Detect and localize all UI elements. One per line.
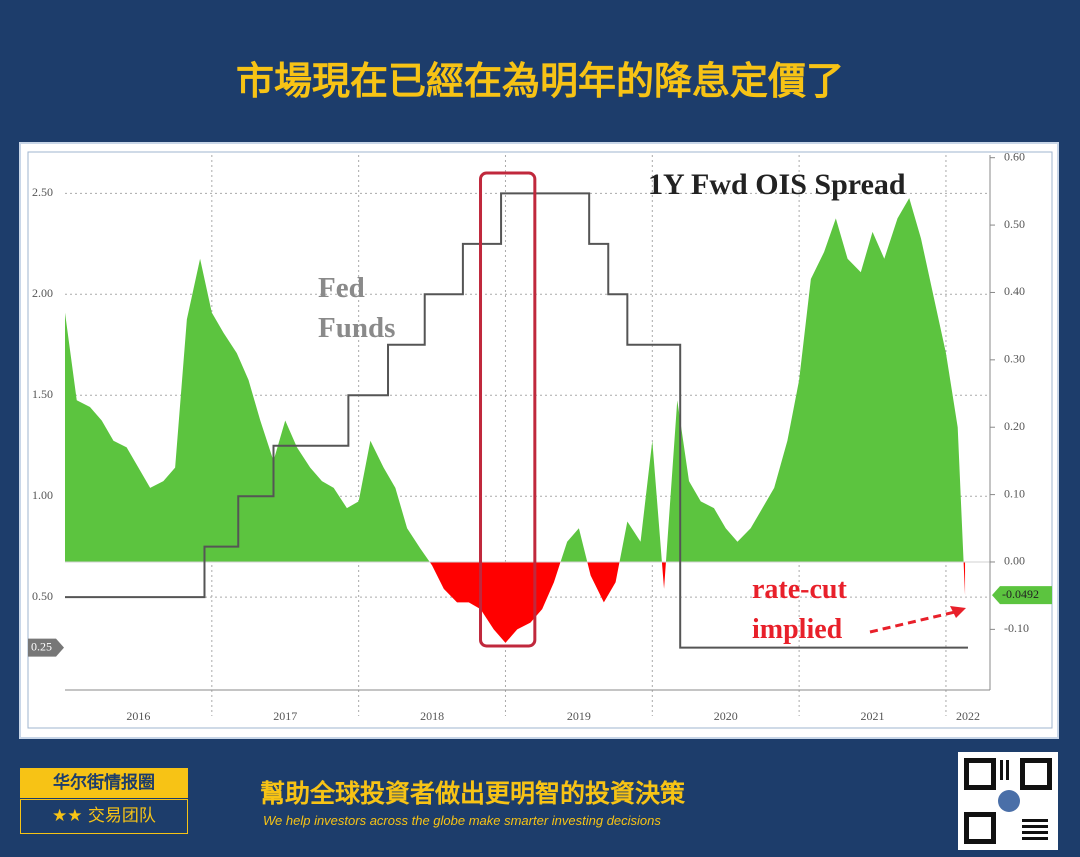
x-tick-label: 2020 bbox=[714, 709, 738, 723]
step-line bbox=[65, 192, 968, 649]
qr-finder bbox=[964, 758, 996, 790]
y-tick-label: 1.00 bbox=[32, 488, 53, 502]
y2-tick-label: 0.40 bbox=[1004, 284, 1025, 298]
team-text: ★★ 交易团队 bbox=[52, 806, 156, 826]
slogan-en: We help investors across the globe make … bbox=[263, 813, 661, 828]
qr-finder bbox=[964, 812, 996, 844]
x-tick-label: 2021 bbox=[861, 709, 885, 723]
y-tick-label: 0.50 bbox=[32, 589, 53, 603]
qr-finder bbox=[1020, 758, 1052, 790]
y-tick-label: 2.00 bbox=[32, 286, 53, 300]
last-value-tag bbox=[28, 638, 64, 657]
y2-tick-label: 0.50 bbox=[1004, 217, 1025, 231]
area-negative bbox=[429, 561, 966, 643]
series-label: 1Y Fwd OIS Spread bbox=[648, 168, 906, 201]
team: ★★ 交易团队 bbox=[20, 799, 188, 834]
annotation: rate-cut implied bbox=[752, 574, 847, 645]
y-tick-label: 2.50 bbox=[32, 185, 53, 199]
y2-tick-label: 0.20 bbox=[1004, 419, 1025, 433]
slogan: 幫助全球投資者做出更明智的投資決策 bbox=[260, 779, 686, 808]
y-tick-label: 1.50 bbox=[32, 387, 53, 401]
series-label: Fed Funds bbox=[318, 272, 396, 344]
qr-code bbox=[958, 752, 1058, 850]
arrow bbox=[869, 610, 956, 634]
qr-logo bbox=[998, 790, 1020, 812]
x-tick-label: 2022 bbox=[956, 709, 980, 723]
y2-tick-label: -0.10 bbox=[1004, 621, 1029, 635]
qr-pattern bbox=[1000, 760, 1012, 780]
y2-tick-label: 0.10 bbox=[1004, 486, 1025, 500]
x-tick-label: 2018 bbox=[420, 709, 444, 723]
brand: 华尔街情报圈 bbox=[20, 768, 188, 798]
area-positive bbox=[65, 198, 966, 562]
last-value-tag bbox=[992, 586, 1052, 605]
x-tick-label: 2017 bbox=[273, 709, 297, 723]
x-tick-label: 2016 bbox=[126, 709, 150, 723]
x-tick-label: 2019 bbox=[567, 709, 591, 723]
y2-tick-label: 0.60 bbox=[1004, 149, 1025, 163]
highlight-box bbox=[479, 171, 537, 648]
y2-tick-label: 0.30 bbox=[1004, 352, 1025, 366]
y2-tick-label: 0.00 bbox=[1004, 554, 1025, 568]
qr-pattern bbox=[1022, 816, 1048, 840]
last-value-label: -0.0492 bbox=[1002, 587, 1039, 601]
title: 市場現在已經在為明年的降息定價了 bbox=[235, 59, 844, 103]
arrow-head bbox=[950, 606, 966, 618]
last-value-label: 0.25 bbox=[31, 639, 52, 653]
